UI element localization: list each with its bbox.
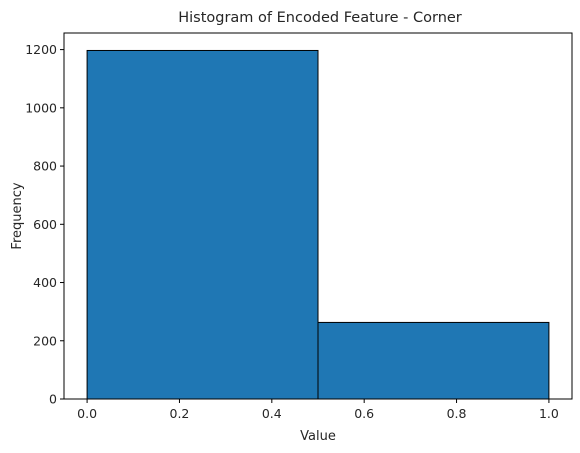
- y-tick-label: 400: [33, 275, 57, 290]
- y-tick-label: 800: [33, 159, 57, 174]
- x-tick-label: 0.8: [447, 406, 467, 421]
- y-tick-label: 0: [49, 392, 57, 407]
- histogram-bar-1: [317, 321, 550, 400]
- x-axis-ticks: 0.0 0.2 0.4 0.6 0.8 1.0: [77, 399, 559, 421]
- y-tick-label: 1200: [25, 42, 57, 57]
- histogram-bar-0: [86, 49, 319, 400]
- chart-title: Histogram of Encoded Feature - Corner: [178, 10, 462, 26]
- x-tick-label: 0.6: [354, 406, 374, 421]
- x-tick-label: 1.0: [539, 406, 559, 421]
- bars-layer: [86, 49, 550, 400]
- plot-area-frame: [63, 32, 573, 400]
- x-tick-label: 0.0: [77, 406, 97, 421]
- y-tick-label: 1000: [25, 100, 57, 115]
- y-tick-label: 200: [33, 333, 57, 348]
- x-tick-label: 0.4: [262, 406, 282, 421]
- y-tick-label: 600: [33, 217, 57, 232]
- y-axis-ticks: 0 200 400 600 800 1000 1200: [25, 42, 64, 407]
- y-axis-label: Frequency: [10, 182, 25, 249]
- x-axis-label: Value: [300, 429, 336, 444]
- x-tick-label: 0.2: [170, 406, 190, 421]
